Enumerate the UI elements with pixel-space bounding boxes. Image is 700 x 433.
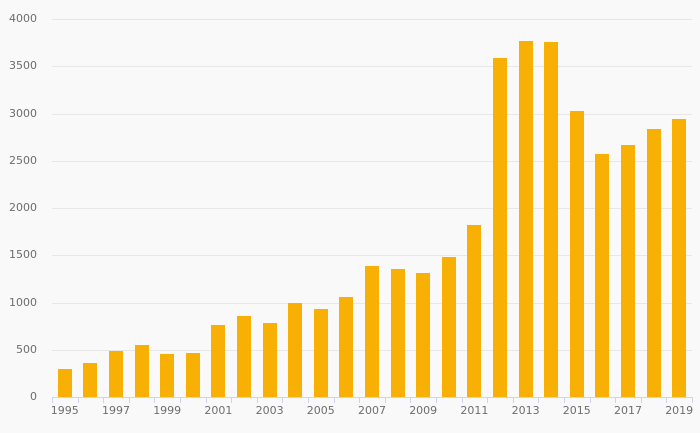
- x-axis-tick: [359, 398, 361, 403]
- x-axis-tick: [333, 398, 335, 403]
- bar-1998: [134, 345, 149, 397]
- y-axis-label-2000: 2000: [9, 201, 37, 214]
- x-axis-line: [52, 397, 693, 398]
- x-axis-label-1995: 1995: [50, 404, 79, 417]
- y-axis-label-1500: 1500: [9, 248, 37, 261]
- x-axis-tick: [615, 398, 617, 403]
- x-axis-tick: [666, 398, 668, 403]
- y-axis-label-4000: 4000: [9, 12, 37, 25]
- y-axis-label-500: 500: [16, 343, 37, 356]
- x-axis-tick: [205, 398, 207, 403]
- x-axis-tick: [436, 398, 437, 403]
- bar-2005: [313, 309, 328, 397]
- x-axis-tick: [410, 398, 412, 403]
- bar-2002: [237, 315, 251, 397]
- x-axis-tick: [589, 398, 591, 403]
- x-axis-label-2005: 2005: [306, 404, 335, 417]
- x-axis-tick: [564, 398, 565, 403]
- bar-2015: [569, 110, 584, 397]
- x-axis-label-1997: 1997: [102, 404, 130, 417]
- y-gridline-3500: [52, 66, 692, 67]
- x-axis-tick: [692, 398, 693, 403]
- x-axis-tick: [180, 398, 181, 403]
- y-axis-label-0: 0: [30, 390, 37, 403]
- x-axis-label-2011: 2011: [460, 404, 489, 417]
- y-axis-label-1000: 1000: [9, 296, 37, 309]
- bar-1999: [160, 354, 175, 397]
- x-axis-label-2009: 2009: [409, 404, 438, 417]
- bar-2011: [467, 225, 482, 397]
- y-axis-label-2500: 2500: [9, 154, 37, 167]
- bar-2012: [493, 57, 507, 397]
- bar-2003: [262, 323, 277, 397]
- bar-2014: [544, 42, 559, 397]
- x-axis-tick: [282, 398, 284, 403]
- bar-2016: [595, 154, 610, 397]
- x-axis-tick: [128, 398, 130, 403]
- x-axis-label-2015: 2015: [562, 404, 591, 417]
- bar-2004: [288, 303, 303, 397]
- bar-2006: [339, 296, 354, 397]
- x-axis-tick: [487, 398, 489, 403]
- x-axis-tick: [256, 398, 258, 403]
- x-axis-tick: [384, 398, 386, 403]
- bar-2019: [672, 119, 687, 397]
- x-axis-label-2013: 2013: [511, 404, 540, 417]
- bar-2008: [390, 269, 405, 397]
- x-axis-label-2019: 2019: [665, 404, 694, 417]
- bar-2000: [185, 352, 200, 397]
- bar-1996: [83, 363, 98, 397]
- y-axis-label-3500: 3500: [9, 59, 37, 72]
- bar-2018: [646, 129, 661, 397]
- bar-1995: [57, 369, 72, 397]
- x-axis-label-1999: 1999: [153, 404, 182, 417]
- bar-2007: [365, 266, 379, 397]
- x-axis-tick: [308, 398, 309, 403]
- x-axis-tick: [77, 398, 79, 403]
- x-axis-label-2017: 2017: [614, 404, 642, 417]
- x-axis-tick: [52, 398, 53, 403]
- x-axis-tick: [231, 398, 233, 403]
- bar-2010: [441, 257, 456, 397]
- x-axis-tick: [538, 398, 540, 403]
- bar-2001: [211, 324, 226, 397]
- y-axis-label-3000: 3000: [9, 107, 37, 120]
- x-axis-tick: [512, 398, 514, 403]
- bar-2017: [621, 144, 635, 397]
- x-axis-tick: [154, 398, 156, 403]
- x-axis-label-2007: 2007: [358, 404, 386, 417]
- bar-2013: [518, 41, 533, 397]
- y-gridline-3000: [52, 114, 692, 115]
- bar-2009: [416, 273, 431, 397]
- x-axis-tick: [461, 398, 463, 403]
- x-axis-label-2003: 2003: [255, 404, 284, 417]
- x-axis-tick: [640, 398, 642, 403]
- bar-1997: [109, 351, 123, 397]
- y-gridline-4000: [52, 19, 692, 20]
- x-axis-label-2001: 2001: [204, 404, 233, 417]
- x-axis-tick: [103, 398, 105, 403]
